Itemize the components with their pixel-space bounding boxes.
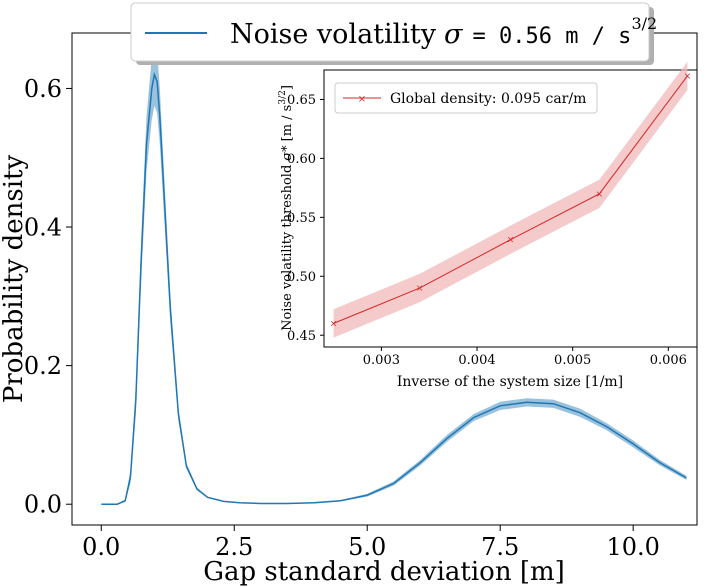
inset-y-axis-label-close: ] — [280, 85, 295, 90]
main-legend-value: = 0.56 m / s — [472, 24, 631, 49]
main-y-axis-label: Probability density — [0, 155, 29, 404]
main-y-tick-label: 0.6 — [24, 75, 62, 103]
inset-x-tick-label: 0.003 — [363, 353, 400, 368]
inset-x-tick-label: 0.004 — [458, 353, 495, 368]
main-x-tick-label: 10.0 — [606, 533, 659, 561]
main-series-line — [101, 71, 687, 505]
main-legend-text: Noise volatility — [230, 19, 437, 50]
inset-x-axis-label: Inverse of the system size [1/m] — [397, 374, 623, 390]
inset-legend-box — [334, 82, 598, 114]
main-y-tick-label: 0.0 — [24, 491, 62, 519]
inset-y-tick-label: 0.65 — [287, 93, 316, 108]
inset-y-tick-label: 0.50 — [287, 270, 316, 285]
main-y-tick-label: 0.4 — [24, 213, 62, 241]
main-x-axis: 0.0 2.5 5.0 7.5 10.0 — [82, 525, 660, 561]
inset-y-tick-label: 0.45 — [287, 329, 316, 344]
main-x-tick-label: 7.5 — [481, 533, 519, 561]
inset-plot: ××××× 0.003 0.004 0.005 0.006 0.450.500.550… — [278, 61, 698, 390]
inset-series-markers: × × × × × — [330, 72, 691, 330]
inset-data-point: × — [684, 72, 692, 82]
inset-y-axis-label-units: [m / s — [280, 105, 295, 142]
main-x-tick-label: 0.0 — [82, 533, 120, 561]
inset-legend: × Global density: 0.095 car/m — [334, 82, 598, 114]
main-y-axis: 0.0 0.2 0.4 0.6 — [24, 75, 72, 519]
inset-y-tick-label: 0.55 — [287, 211, 316, 226]
inset-legend-marker-sample: × — [358, 94, 366, 105]
inset-y-axis-label: Noise volatility threshold σ* [m / s3/2] — [278, 85, 295, 331]
main-x-axis-label: Gap standard deviation [m] — [203, 557, 565, 587]
inset-data-point: × — [416, 284, 424, 294]
inset-y-axis: 0.45 0.50 0.55 0.60 0.65 — [287, 93, 324, 344]
inset-x-tick-label: 0.006 — [650, 353, 687, 368]
inset-series-line — [333, 75, 688, 324]
main-legend-exponent: 3/2 — [631, 14, 657, 33]
main-plot: 0.0 2.5 5.0 7.5 10.0 0.0 0.2 0.4 0.6 Gap standa… — [0, 32, 698, 587]
inset-legend-label: Global density: 0.095 car/m — [390, 91, 586, 107]
inset-series-confidence-band — [333, 61, 688, 338]
inset-data-point: × — [507, 236, 515, 246]
inset-x-axis: 0.003 0.004 0.005 0.006 — [363, 347, 687, 368]
inset-x-tick-label: 0.005 — [554, 353, 591, 368]
main-x-tick-label: 5.0 — [348, 533, 386, 561]
main-x-tick-label: 2.5 — [215, 533, 253, 561]
inset-y-axis-label-symbol: σ* — [280, 145, 295, 161]
main-y-tick-label: 0.2 — [24, 352, 62, 380]
inset-data-point: × — [596, 190, 604, 200]
inset-y-axis-label-text: Noise volatility threshold — [280, 165, 295, 331]
inset-data-point: × — [330, 319, 338, 329]
main-legend-sigma: σ — [444, 19, 464, 50]
main-series-confidence-band — [101, 43, 687, 505]
main-legend-box — [130, 2, 650, 62]
inset-y-axis-label-exponent: 3/2 — [278, 90, 288, 104]
main-legend-label: Noise volatility σ = 0.56 m / s3/2 — [230, 14, 657, 50]
inset-y-tick-label: 0.60 — [287, 152, 316, 167]
main-legend: Noise volatility σ = 0.56 m / s3/2 — [130, 2, 657, 65]
